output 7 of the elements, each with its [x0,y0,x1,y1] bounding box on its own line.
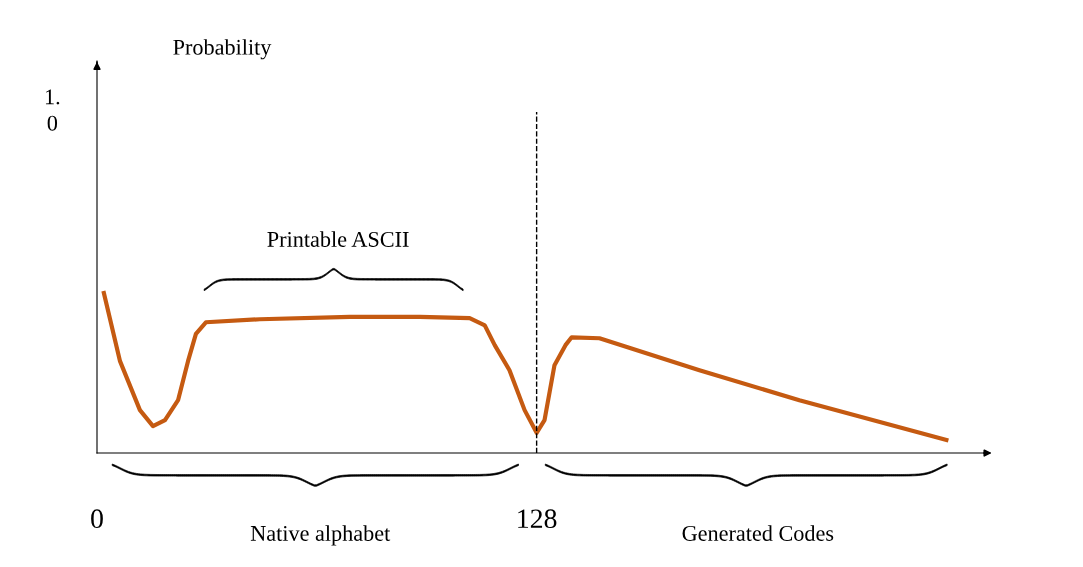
text: Generated Codes [682,525,834,541]
x-tick-label: 128 [518,509,557,529]
text: 1. 0 [45,89,60,131]
text: Printable ASCII [267,231,409,247]
text: Probability [173,39,272,60]
x-tick-label: 0 [91,509,103,529]
text: Native alphabet [250,525,391,546]
